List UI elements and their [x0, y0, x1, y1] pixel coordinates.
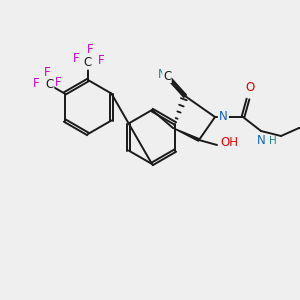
Text: C: C: [163, 70, 171, 83]
Text: H: H: [269, 136, 277, 146]
Text: N: N: [256, 134, 266, 147]
Text: O: O: [245, 81, 255, 94]
Polygon shape: [173, 128, 200, 141]
Text: OH: OH: [220, 136, 238, 149]
Text: F: F: [74, 52, 80, 65]
Text: F: F: [87, 43, 93, 56]
Text: C: C: [45, 78, 53, 91]
Text: N: N: [158, 68, 166, 81]
Text: F: F: [55, 76, 62, 89]
Text: F: F: [98, 55, 105, 68]
Text: C: C: [84, 56, 92, 68]
Text: F: F: [44, 65, 50, 79]
Text: F: F: [32, 77, 39, 90]
Text: N: N: [219, 110, 228, 124]
